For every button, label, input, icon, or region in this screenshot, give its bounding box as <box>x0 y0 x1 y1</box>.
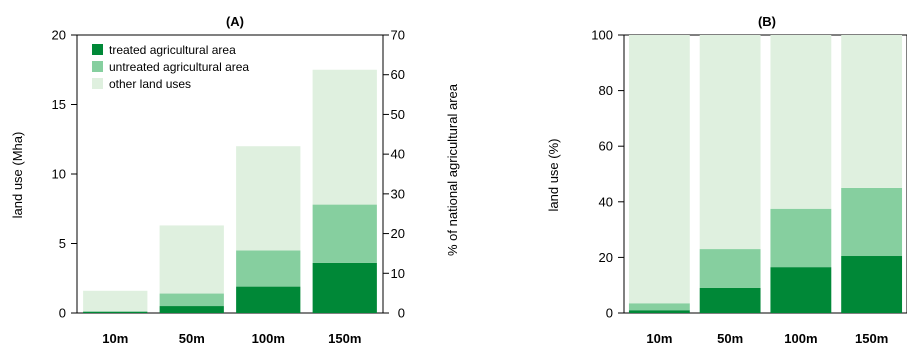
bar-segment-treated-100m <box>236 286 301 313</box>
y-tick-label-0: 0 <box>606 306 613 321</box>
bar-segment-treated-10m <box>628 310 690 313</box>
secondary-tick-label-30: 30 <box>391 186 405 201</box>
y-tick-label-20: 20 <box>599 250 613 265</box>
panel-b-bars <box>628 35 903 313</box>
x-tick-label-50m: 50m <box>717 331 743 346</box>
panel-a-secondary-axis-title: % of national agricultural area <box>445 83 460 256</box>
secondary-tick-label-20: 20 <box>391 226 405 241</box>
y-tick-label-15: 15 <box>52 97 66 112</box>
y-tick-label-40: 40 <box>599 194 613 209</box>
panel-b-x-axis: 10m 50m 100m 150m <box>646 331 888 346</box>
secondary-tick-label-40: 40 <box>391 147 405 162</box>
bar-segment-untreated-100m <box>770 208 832 268</box>
x-tick-label-150m: 150m <box>855 331 888 346</box>
legend-swatch-untreated <box>92 61 103 72</box>
panel-a-bars <box>83 69 377 313</box>
legend-label-other: other land uses <box>109 77 191 91</box>
panel-a-y-axis: 0 5 10 15 20 <box>52 28 77 321</box>
bar-segment-treated-10m <box>83 311 148 313</box>
bar-segment-other-50m <box>699 35 761 250</box>
legend-swatch-other <box>92 78 103 89</box>
bar-segment-untreated-150m <box>841 187 903 257</box>
x-tick-label-100m: 100m <box>784 331 817 346</box>
y-tick-label-20: 20 <box>52 28 66 43</box>
x-tick-label-50m: 50m <box>179 331 205 346</box>
legend: treated agricultural area untreated agri… <box>92 43 249 91</box>
bar-segment-other-10m <box>83 290 148 312</box>
legend-label-untreated: untreated agricultural area <box>109 60 249 74</box>
panel-b-y-axis-title: land use (%) <box>546 139 561 212</box>
secondary-tick-label-10: 10 <box>391 266 405 281</box>
bar-segment-other-50m <box>159 225 224 294</box>
bar-segment-treated-50m <box>159 306 224 313</box>
bar-segment-other-150m <box>312 69 377 205</box>
x-tick-label-100m: 100m <box>252 331 285 346</box>
legend-label-treated: treated agricultural area <box>109 43 236 57</box>
panel-a-y-axis-title: land use (Mha) <box>10 132 25 219</box>
bar-segment-other-100m <box>236 146 301 251</box>
panel-b-y-axis: 0 20 40 60 80 100 <box>591 28 624 321</box>
x-tick-label-10m: 10m <box>102 331 128 346</box>
panel-a-title: (A) <box>226 14 244 29</box>
y-tick-label-0: 0 <box>59 306 66 321</box>
bar-segment-untreated-50m <box>699 249 761 288</box>
y-tick-label-100: 100 <box>591 28 613 43</box>
bar-segment-untreated-10m <box>628 303 690 311</box>
bar-segment-other-150m <box>841 35 903 188</box>
y-tick-label-5: 5 <box>59 236 66 251</box>
bar-segment-treated-150m <box>841 256 903 313</box>
panel-b-title: (B) <box>758 14 776 29</box>
bar-segment-untreated-100m <box>236 250 301 287</box>
y-tick-label-10: 10 <box>52 167 66 182</box>
bar-segment-treated-100m <box>770 267 832 313</box>
y-tick-label-80: 80 <box>599 83 613 98</box>
secondary-tick-label-70: 70 <box>391 28 405 43</box>
bar-segment-treated-50m <box>699 287 761 313</box>
panel-b-plot-frame <box>623 34 907 314</box>
panel-a-secondary-axis: 0 10 20 30 40 50 60 70 <box>383 28 405 321</box>
panel-a-x-axis: 10m 50m 100m 150m <box>102 331 361 346</box>
bar-segment-untreated-150m <box>312 204 377 263</box>
secondary-tick-label-60: 60 <box>391 67 405 82</box>
secondary-tick-label-50: 50 <box>391 107 405 122</box>
y-tick-label-60: 60 <box>599 139 613 154</box>
secondary-tick-label-0: 0 <box>398 306 405 321</box>
bar-segment-untreated-50m <box>159 293 224 307</box>
x-tick-label-10m: 10m <box>646 331 672 346</box>
x-tick-label-150m: 150m <box>328 331 361 346</box>
bar-segment-other-100m <box>770 35 832 209</box>
legend-swatch-treated <box>92 44 103 55</box>
panel-b: (B) 0 20 40 60 80 100 10m 50m 100m 150m land use… <box>546 14 907 346</box>
bar-segment-treated-150m <box>312 262 377 313</box>
bar-segment-other-10m <box>628 35 690 304</box>
